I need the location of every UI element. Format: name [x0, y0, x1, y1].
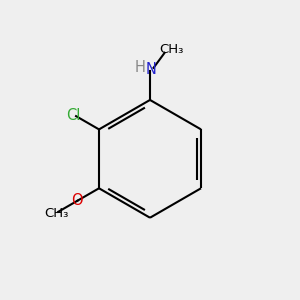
Text: Cl: Cl — [66, 108, 80, 123]
Text: CH₃: CH₃ — [44, 207, 69, 220]
Text: O: O — [71, 193, 83, 208]
Text: H: H — [135, 60, 146, 75]
Text: CH₃: CH₃ — [159, 44, 184, 56]
Text: N: N — [146, 62, 157, 77]
